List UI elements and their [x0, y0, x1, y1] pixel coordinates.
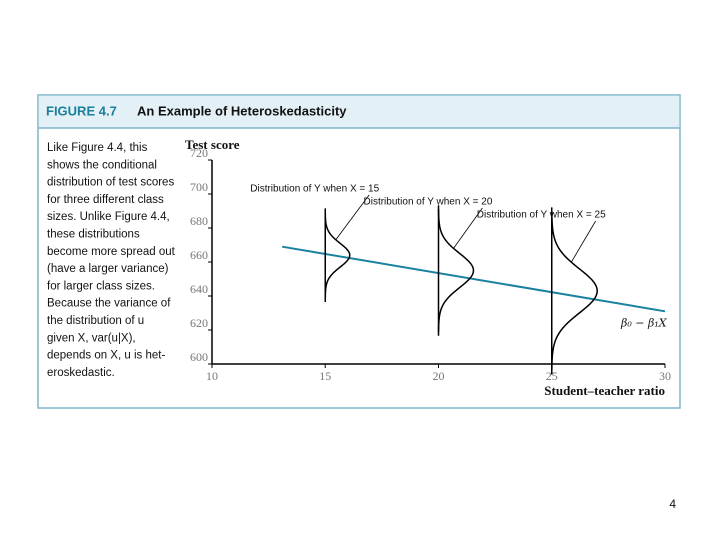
caption-line: eroskedastic.: [47, 367, 115, 379]
distribution-curve: [324, 212, 351, 299]
line-label: β₀ − β₁X: [620, 316, 668, 329]
y-tick-label: 720: [190, 146, 208, 160]
caption: Like Figure 4.4, this shows the condition…: [47, 142, 176, 379]
x-tick-label: 25: [546, 369, 558, 383]
regression-line: [282, 245, 666, 313]
caption-line: given X, var(u|X),: [47, 332, 136, 344]
x-tick-label: 10: [206, 369, 218, 383]
caption-line: (have a larger variance): [47, 263, 169, 275]
caption-line: depends on X, u is het-: [47, 350, 165, 362]
y-tick-label: 640: [190, 282, 208, 296]
distribution-curve: [551, 211, 599, 371]
y-tick-label: 700: [190, 180, 208, 194]
caption-line: the distribution of u: [47, 315, 144, 327]
leader-line: [570, 220, 596, 263]
caption-line: distribution of test scores: [47, 177, 174, 189]
figure-label: FIGURE 4.7: [46, 103, 117, 118]
caption-line: for three different class: [47, 194, 164, 206]
y-tick-label: 600: [190, 350, 208, 364]
caption-line: become more spread out: [47, 246, 176, 258]
x-axis-title: Student–teacher ratio: [544, 383, 665, 398]
y-tick-label: 660: [190, 248, 208, 262]
figure-title: An Example of Heteroskedasticity: [137, 103, 347, 118]
y-tick-label: 620: [190, 316, 208, 330]
caption-line: shows the conditional: [47, 159, 157, 171]
figure-frame: [37, 94, 681, 409]
leader-line: [335, 194, 370, 240]
distribution-label: Distribution of Y when X = 20: [364, 197, 493, 208]
distribution-label: Distribution of Y when X = 15: [250, 184, 379, 195]
distribution-curve: [437, 209, 475, 332]
plot: 600 620 640 660 680 700 720 10 15 20 25 30 β₀ − β₁X D…: [190, 146, 671, 383]
x-tick-label: 30: [659, 369, 671, 383]
distribution-label: Distribution of Y when X = 25: [477, 210, 606, 221]
caption-line: sizes. Unlike Figure 4.4,: [47, 211, 170, 223]
caption-line: these distributions: [47, 229, 140, 241]
page-number: 4: [669, 497, 676, 511]
y-tick-label: 680: [190, 214, 208, 228]
x-tick-label: 15: [319, 369, 331, 383]
caption-line: Like Figure 4.4, this: [47, 142, 148, 154]
x-tick-label: 20: [433, 369, 445, 383]
leader-line: [453, 207, 483, 249]
figure-header: [38, 95, 680, 128]
y-axis-title: Test score: [185, 137, 240, 152]
caption-line: Because the variance of: [47, 298, 171, 310]
caption-line: for larger class sizes.: [47, 280, 155, 292]
